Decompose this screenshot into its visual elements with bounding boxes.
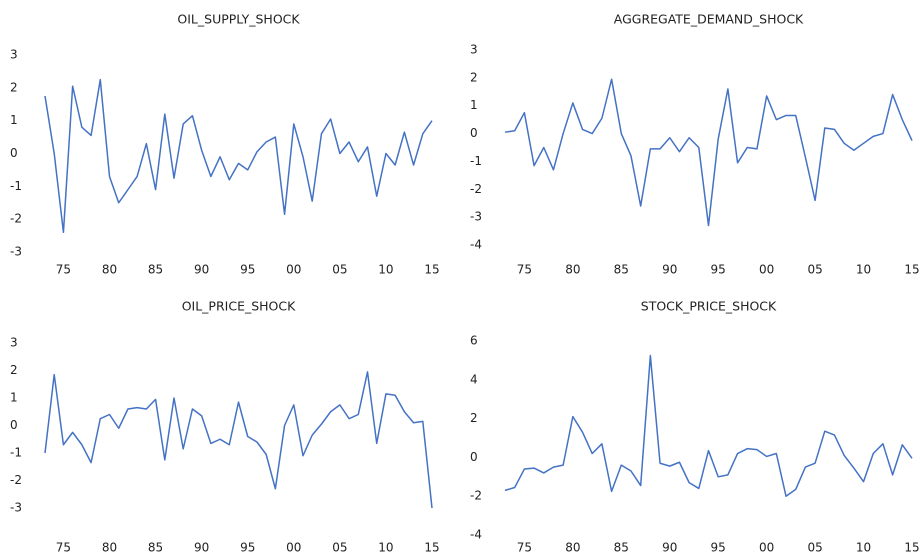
y-tick-label: -2 [10,473,22,487]
y-tick-label: 0 [470,126,478,140]
series-line [45,372,432,508]
y-tick-label: 3 [470,43,478,57]
series-line [45,80,432,233]
y-tick-label: -3 [10,501,22,515]
x-tick-label: 95 [240,263,255,277]
y-tick-label: -4 [470,238,482,252]
x-tick-label: 90 [662,263,677,277]
y-tick-label: -2 [470,182,482,196]
x-tick-label: 15 [904,263,919,277]
x-tick-label: 80 [565,263,580,277]
page: OIL_SUPPLY_SHOCK-3-2-1012375808590950005… [0,0,919,558]
x-tick-label: 05 [332,541,347,555]
x-tick-label: 75 [517,263,532,277]
x-tick-label: 10 [856,263,871,277]
x-tick-label: 95 [711,263,726,277]
x-tick-label: 10 [856,541,871,555]
x-tick-label: 90 [194,263,209,277]
y-tick-label: -1 [10,446,22,460]
x-tick-label: 80 [102,263,117,277]
x-tick-label: 80 [102,541,117,555]
x-tick-label: 85 [148,541,163,555]
x-tick-label: 95 [240,541,255,555]
y-tick-label: 4 [470,372,478,386]
series-line [505,356,912,497]
chart-title: OIL_PRICE_SHOCK [182,299,296,314]
y-tick-label: 2 [470,70,478,84]
x-tick-label: 05 [332,263,347,277]
x-tick-label: 85 [614,541,629,555]
x-tick-label: 05 [807,263,822,277]
chart-grid: OIL_SUPPLY_SHOCK-3-2-1012375808590950005… [0,0,919,558]
x-tick-label: 05 [807,541,822,555]
y-tick-label: 0 [10,146,18,160]
y-tick-label: 1 [470,98,478,112]
chart-title: OIL_SUPPLY_SHOCK [177,12,300,27]
x-tick-label: 75 [56,263,71,277]
y-tick-label: 2 [10,363,18,377]
y-tick-label: 3 [10,48,18,62]
y-tick-label: 6 [470,334,478,348]
y-tick-label: -4 [470,528,482,542]
series-line [505,79,912,225]
x-tick-label: 85 [614,263,629,277]
x-tick-label: 80 [565,541,580,555]
x-tick-label: 00 [759,541,774,555]
y-tick-label: 1 [10,113,18,127]
y-tick-label: 1 [10,391,18,405]
x-tick-label: 90 [194,541,209,555]
y-tick-label: -1 [10,179,22,193]
x-tick-label: 75 [56,541,71,555]
chart-title: AGGREGATE_DEMAND_SHOCK [614,12,804,27]
x-tick-label: 00 [759,263,774,277]
y-tick-label: -2 [470,489,482,503]
x-tick-label: 00 [286,263,301,277]
x-tick-label: 90 [662,541,677,555]
y-tick-label: -3 [10,245,22,259]
chart-title: STOCK_PRICE_SHOCK [641,299,777,314]
y-tick-label: -3 [470,210,482,224]
y-tick-label: 0 [470,450,478,464]
x-tick-label: 10 [378,263,393,277]
y-tick-label: -2 [10,212,22,226]
x-tick-label: 15 [424,541,439,555]
x-tick-label: 75 [517,541,532,555]
y-tick-label: 3 [10,336,18,350]
x-tick-label: 15 [904,541,919,555]
x-tick-label: 85 [148,263,163,277]
y-tick-label: -1 [470,154,482,168]
x-tick-label: 15 [424,263,439,277]
x-tick-label: 10 [378,541,393,555]
y-tick-label: 2 [470,411,478,425]
y-tick-label: 0 [10,418,18,432]
x-tick-label: 00 [286,541,301,555]
x-tick-label: 95 [711,541,726,555]
y-tick-label: 2 [10,80,18,94]
